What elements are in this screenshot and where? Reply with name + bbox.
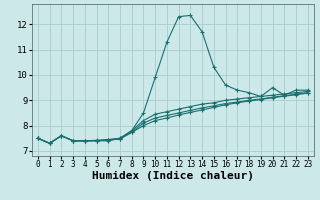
X-axis label: Humidex (Indice chaleur): Humidex (Indice chaleur)	[92, 171, 254, 181]
